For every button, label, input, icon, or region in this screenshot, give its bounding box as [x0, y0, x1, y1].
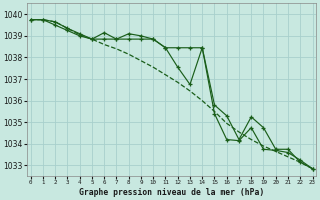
- X-axis label: Graphe pression niveau de la mer (hPa): Graphe pression niveau de la mer (hPa): [79, 188, 264, 197]
